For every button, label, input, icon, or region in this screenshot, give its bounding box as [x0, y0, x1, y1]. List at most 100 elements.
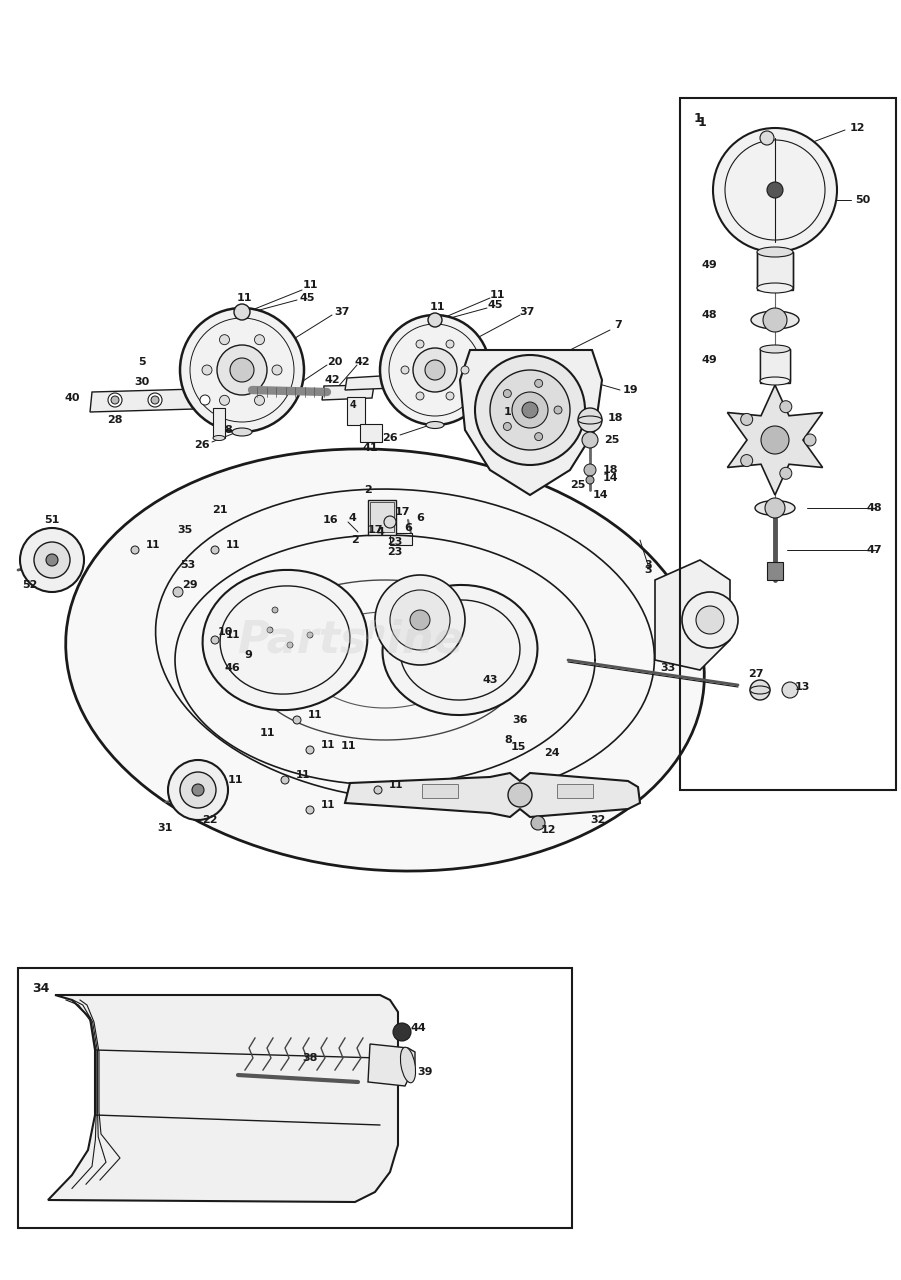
Circle shape: [416, 392, 424, 399]
Circle shape: [180, 772, 216, 808]
Circle shape: [582, 431, 598, 448]
Text: 15: 15: [510, 742, 525, 751]
Circle shape: [780, 467, 792, 479]
Circle shape: [211, 636, 219, 644]
Ellipse shape: [232, 428, 252, 436]
Polygon shape: [727, 385, 823, 495]
Circle shape: [306, 746, 314, 754]
Text: 14: 14: [592, 490, 608, 500]
Text: 40: 40: [65, 393, 80, 403]
Text: 9: 9: [244, 650, 252, 660]
Text: 46: 46: [224, 663, 240, 673]
Text: 52: 52: [23, 580, 38, 590]
Circle shape: [34, 541, 70, 579]
Bar: [680, 99, 896, 790]
Circle shape: [390, 590, 450, 650]
Text: 37: 37: [519, 307, 534, 317]
Text: 11: 11: [259, 728, 275, 739]
Text: 4: 4: [348, 513, 356, 524]
Circle shape: [767, 182, 783, 198]
Text: 4: 4: [376, 527, 384, 538]
Ellipse shape: [751, 311, 799, 329]
Text: 48: 48: [867, 503, 882, 513]
Bar: [557, 783, 593, 797]
Circle shape: [151, 396, 159, 404]
Circle shape: [713, 128, 837, 252]
Circle shape: [281, 776, 289, 783]
Circle shape: [272, 365, 282, 375]
Circle shape: [192, 783, 204, 796]
Text: 23: 23: [387, 547, 403, 557]
Circle shape: [413, 348, 457, 392]
Text: 4: 4: [350, 399, 357, 410]
Circle shape: [780, 401, 792, 412]
Circle shape: [446, 340, 454, 348]
Circle shape: [200, 396, 210, 404]
Ellipse shape: [750, 686, 770, 694]
Circle shape: [254, 396, 265, 406]
Circle shape: [741, 413, 752, 425]
Text: 11: 11: [227, 774, 242, 785]
Polygon shape: [460, 349, 602, 495]
Circle shape: [254, 334, 265, 344]
Text: 34: 34: [32, 982, 50, 995]
Circle shape: [108, 393, 122, 407]
Text: 22: 22: [202, 815, 218, 826]
Text: 36: 36: [513, 716, 528, 724]
Circle shape: [761, 426, 789, 454]
Text: 10: 10: [217, 627, 232, 637]
Text: Partsʰine: Partsʰine: [237, 618, 463, 662]
Circle shape: [267, 627, 273, 634]
Circle shape: [168, 760, 228, 820]
Polygon shape: [345, 375, 397, 390]
Text: 18: 18: [607, 413, 623, 422]
Bar: [370, 502, 394, 532]
Text: 32: 32: [590, 815, 605, 826]
Text: 11: 11: [146, 540, 160, 550]
Circle shape: [741, 454, 752, 467]
Circle shape: [534, 379, 542, 388]
Ellipse shape: [383, 585, 538, 716]
Circle shape: [234, 303, 250, 320]
Circle shape: [307, 632, 313, 637]
Ellipse shape: [66, 449, 705, 872]
Circle shape: [131, 547, 139, 554]
Text: 3: 3: [644, 564, 651, 575]
Text: 48: 48: [702, 310, 717, 320]
Circle shape: [20, 527, 84, 591]
Circle shape: [534, 433, 542, 440]
Text: 45: 45: [299, 293, 314, 303]
Text: 21: 21: [213, 506, 228, 515]
Circle shape: [446, 392, 454, 399]
Circle shape: [374, 786, 382, 794]
Text: 35: 35: [177, 525, 193, 535]
Circle shape: [682, 591, 738, 648]
Circle shape: [220, 396, 230, 406]
Circle shape: [531, 817, 545, 829]
Text: 8: 8: [224, 425, 232, 435]
Text: 49: 49: [702, 355, 718, 365]
Circle shape: [554, 406, 562, 413]
Bar: [347, 397, 365, 425]
Circle shape: [475, 355, 585, 465]
Text: 30: 30: [134, 378, 150, 387]
Ellipse shape: [757, 283, 793, 293]
Circle shape: [750, 680, 770, 700]
Bar: [360, 424, 382, 442]
Polygon shape: [48, 995, 398, 1202]
Text: 33: 33: [660, 663, 676, 673]
Text: 27: 27: [748, 669, 764, 678]
Ellipse shape: [400, 1047, 415, 1083]
Circle shape: [220, 334, 230, 344]
Polygon shape: [90, 388, 232, 412]
Circle shape: [504, 389, 512, 398]
Ellipse shape: [426, 421, 444, 429]
Ellipse shape: [755, 500, 795, 516]
Ellipse shape: [213, 435, 225, 440]
Circle shape: [522, 402, 538, 419]
Circle shape: [202, 365, 212, 375]
Text: 11: 11: [341, 741, 356, 751]
Text: 42: 42: [324, 375, 340, 385]
Text: 26: 26: [382, 433, 398, 443]
Bar: [760, 349, 790, 383]
